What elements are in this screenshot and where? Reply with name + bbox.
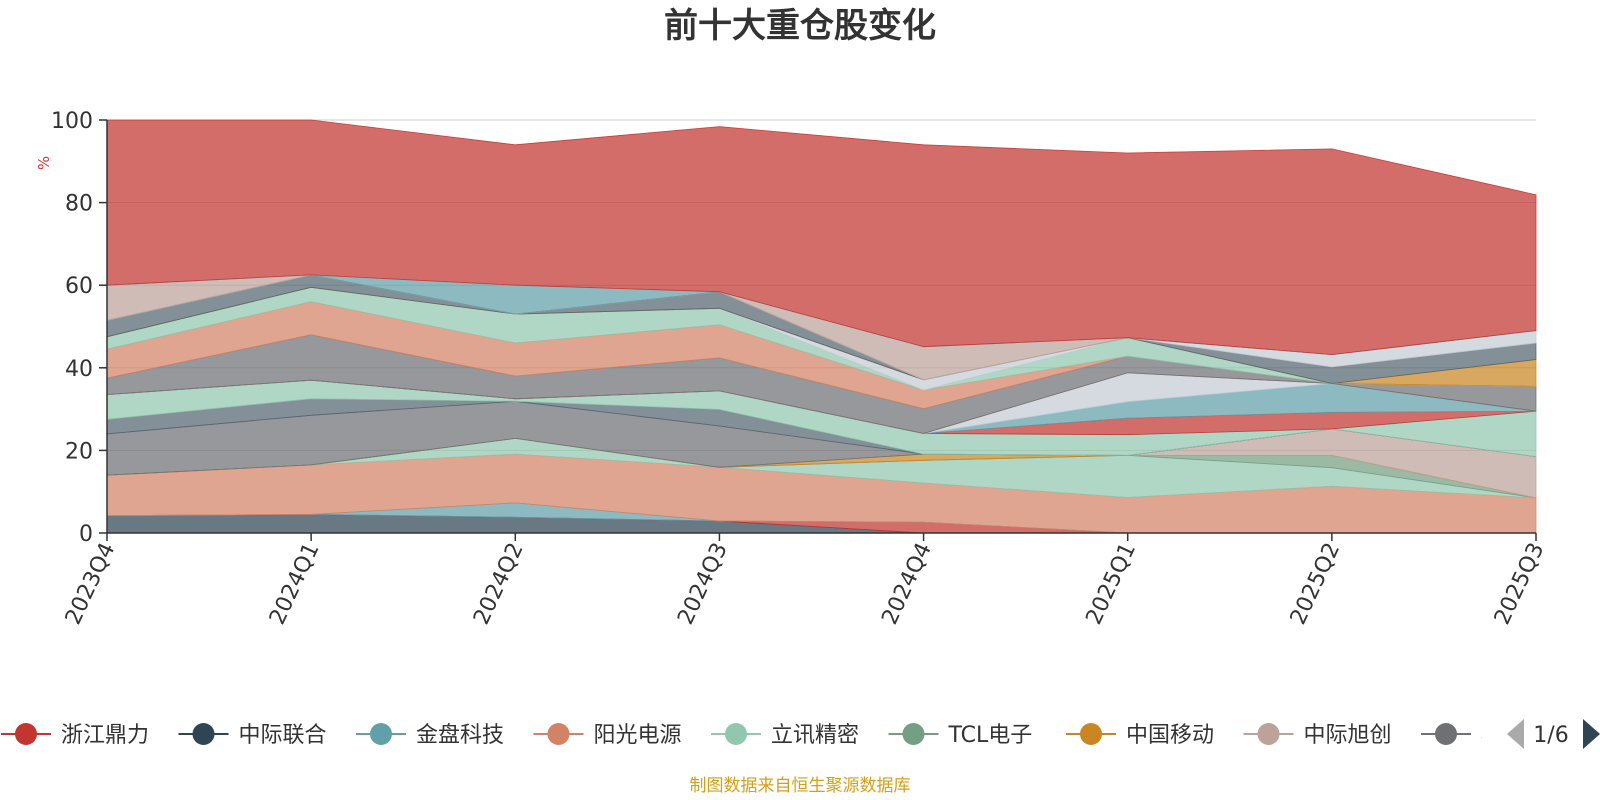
area-其他R [106, 119, 1537, 356]
legend-prev-page-icon[interactable] [1507, 719, 1524, 749]
legend-label: 阳光电源 [594, 723, 682, 748]
legend-marker [192, 723, 215, 745]
legend-marker [1257, 723, 1280, 745]
legend-marker [547, 723, 570, 745]
legend-item-立讯精密[interactable]: 立讯精密 [711, 723, 859, 748]
legend-item-TCL电子[interactable]: TCL电子 [888, 723, 1033, 748]
x-tick-label: 2025Q3 [1490, 539, 1550, 629]
x-tick-label: 2023Q4 [61, 539, 121, 629]
legend-label: 浙江鼎力 [61, 723, 149, 748]
legend-marker [1435, 723, 1457, 745]
legend-item-阳光电源[interactable]: 阳光电源 [533, 723, 682, 748]
legend-label: 中国移动 [1126, 723, 1214, 748]
legend-marker [15, 723, 37, 745]
legend-marker [370, 723, 392, 745]
legend-marker [1080, 723, 1102, 745]
legend-label: 中际联合 [239, 723, 327, 748]
source-note: 制图数据来自恒生聚源数据库 [690, 776, 911, 796]
y-tick-label: 20 [65, 439, 93, 464]
area-series [106, 119, 1537, 534]
legend-next-page-icon[interactable] [1583, 719, 1600, 749]
chart-title: 前十大重仓股变化 [664, 6, 936, 46]
y-tick-label: 60 [65, 274, 93, 299]
legend-clip-mask [1482, 705, 1600, 765]
x-tick-label: 2024Q1 [265, 539, 325, 629]
legend-item-中国移动[interactable]: 中国移动 [1066, 723, 1214, 748]
legend-marker [902, 723, 925, 745]
x-tick-label: 2025Q2 [1286, 539, 1346, 629]
legend-label: 中际旭创 [1304, 723, 1392, 748]
legend-item-中际旭创[interactable]: 中际旭创 [1243, 723, 1392, 748]
x-tick-label: 2024Q4 [877, 539, 937, 629]
y-tick-label: 100 [51, 109, 93, 134]
x-tick-label: 2024Q2 [469, 539, 529, 629]
legend-label: 立讯精密 [771, 723, 859, 748]
y-axis-unit: % [35, 156, 53, 170]
x-tick-label: 2025Q1 [1082, 539, 1142, 629]
y-tick-label: 80 [65, 192, 93, 217]
y-tick-label: 0 [79, 522, 93, 547]
legend-item-浙江鼎力[interactable]: 浙江鼎力 [1, 723, 149, 748]
legend-label: TCL电子 [948, 723, 1033, 748]
x-tick-label: 2024Q3 [673, 539, 733, 629]
legend-item-中际联合[interactable]: 中际联合 [178, 723, 327, 748]
legend-pager: 1/6 [1507, 719, 1600, 749]
legend-marker [725, 723, 747, 745]
legend-page-indicator: 1/6 [1533, 723, 1568, 748]
legend-item-金盘科技[interactable]: 金盘科技 [356, 723, 504, 748]
legend-label: 金盘科技 [416, 723, 504, 748]
y-tick-label: 40 [65, 357, 93, 382]
legend: 浙江鼎力中际联合金盘科技阳光电源立讯精密TCL电子中国移动中际旭创石1/6 [1, 705, 1600, 765]
